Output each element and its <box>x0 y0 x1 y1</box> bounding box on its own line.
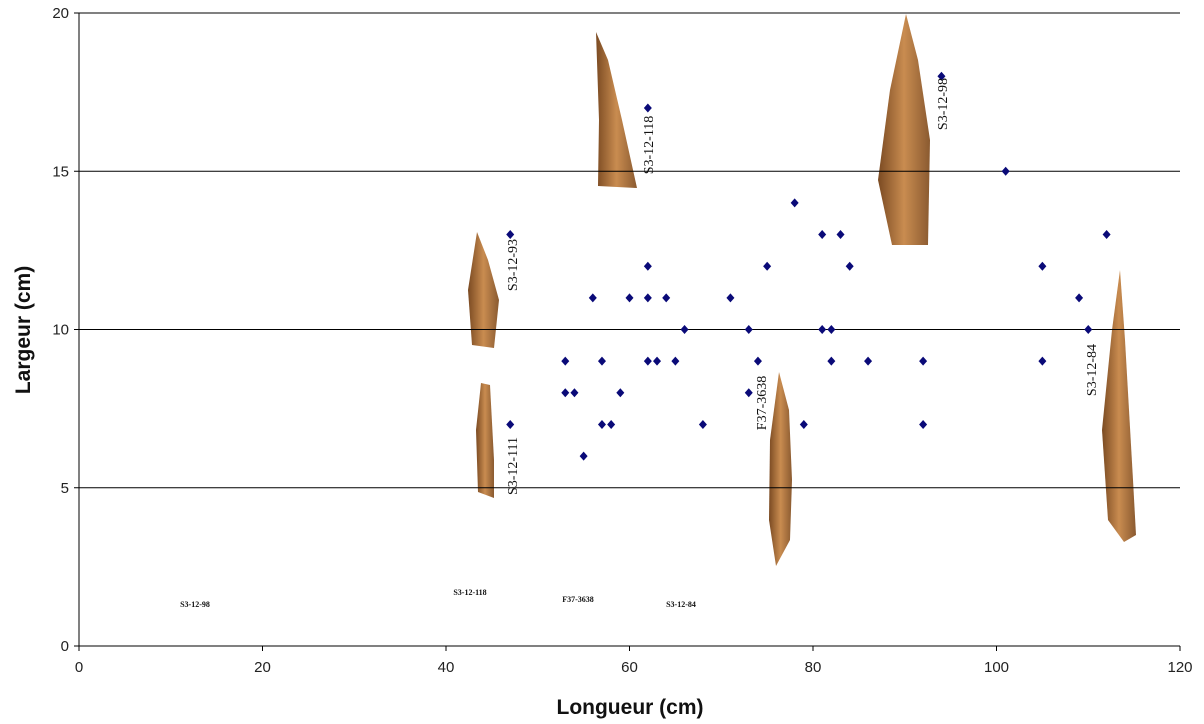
point <box>744 325 753 334</box>
y-tick-label: 15 <box>52 163 69 180</box>
point <box>653 356 662 366</box>
point <box>579 451 588 461</box>
point <box>643 261 652 271</box>
bone-image <box>1102 270 1136 542</box>
point <box>643 356 652 366</box>
y-tick-label: 5 <box>61 480 69 497</box>
footnote-label: S3-12-118 <box>453 588 486 597</box>
point <box>919 419 928 429</box>
x-tick-label: 60 <box>621 659 638 676</box>
point <box>836 230 845 240</box>
point <box>1038 261 1047 271</box>
point <box>1075 293 1084 303</box>
annotation: S3-12-84 <box>1085 344 1100 396</box>
bone-image <box>596 32 637 188</box>
point <box>818 325 827 334</box>
point <box>845 261 854 271</box>
point <box>1038 356 1047 366</box>
point <box>698 419 707 429</box>
bone-image <box>476 383 494 498</box>
x-tick-label: 0 <box>75 659 83 676</box>
x-tick-label: 80 <box>805 659 822 676</box>
point <box>561 388 570 398</box>
point <box>827 356 836 366</box>
footnote-label: S3-12-98 <box>180 600 210 609</box>
point <box>616 388 625 398</box>
annotation: F37-3638 <box>755 376 770 430</box>
x-tick-label: 20 <box>254 659 271 676</box>
x-tick-label: 100 <box>984 659 1009 676</box>
y-tick-label: 20 <box>52 5 69 22</box>
point <box>662 293 671 303</box>
y-tick-label: 10 <box>52 322 69 339</box>
point <box>597 419 606 429</box>
point <box>1084 325 1093 334</box>
footnote-label: S3-12-84 <box>666 600 696 609</box>
point <box>919 356 928 366</box>
point <box>643 293 652 303</box>
point <box>561 356 570 366</box>
bone-image <box>878 14 930 245</box>
point <box>607 419 616 429</box>
y-axis-label: Largeur (cm) <box>12 266 35 394</box>
point <box>588 293 597 303</box>
point <box>763 261 772 271</box>
point <box>643 103 652 113</box>
annotation: S3-12-111 <box>506 437 521 495</box>
point <box>680 325 689 334</box>
point <box>1102 230 1111 240</box>
point <box>790 198 799 208</box>
point <box>671 356 680 366</box>
footnote-label: F37-3638 <box>562 595 594 604</box>
point <box>937 71 946 81</box>
x-axis-label: Longueur (cm) <box>557 696 704 719</box>
x-tick-label: 40 <box>438 659 455 676</box>
point <box>864 356 873 366</box>
x-tick-label: 120 <box>1167 659 1192 676</box>
point <box>726 293 735 303</box>
point <box>818 230 827 240</box>
annotation: S3-12-93 <box>506 239 521 291</box>
bone-image <box>468 232 499 348</box>
point <box>753 356 762 366</box>
point <box>506 419 515 429</box>
point <box>799 419 808 429</box>
point <box>570 388 579 398</box>
point <box>744 388 753 398</box>
annotation: S3-12-98 <box>936 78 951 130</box>
point <box>827 325 836 334</box>
point <box>1001 166 1010 176</box>
y-tick-label: 0 <box>61 638 69 655</box>
annotation: S3-12-118 <box>642 116 657 175</box>
point <box>506 230 515 240</box>
point <box>625 293 634 303</box>
bone-images <box>468 14 1136 566</box>
point <box>597 356 606 366</box>
bone-image <box>769 372 792 566</box>
